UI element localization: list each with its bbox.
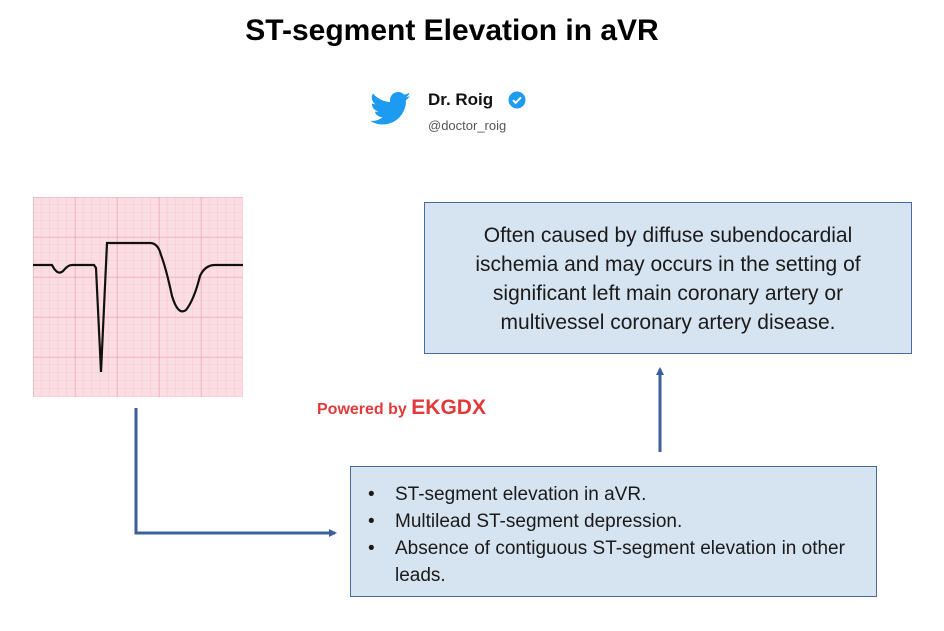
- criterion: Multilead ST-segment depression.: [368, 508, 860, 535]
- author-name: Dr. Roig: [428, 90, 494, 109]
- twitter-icon: [370, 92, 411, 125]
- criterion: ST-segment elevation in aVR.: [368, 481, 860, 508]
- description: Often caused by diffuse subendocardial i…: [475, 224, 861, 334]
- criteria-box: ST-segment elevation in aVR.Multilead ST…: [350, 466, 877, 597]
- description-box: Often caused by diffuse subendocardial i…: [424, 202, 912, 354]
- title: ST-segment Elevation in aVR: [245, 14, 659, 47]
- author-handle: @doctor_roig: [428, 118, 507, 133]
- powered-prefix: Powered by: [317, 401, 407, 418]
- powered-by: Powered by EKGDX: [317, 396, 486, 420]
- ecg-grid-lines: [33, 197, 243, 397]
- criteria-list: ST-segment elevation in aVR.Multilead ST…: [368, 481, 860, 589]
- brand: EKGDX: [411, 396, 486, 419]
- criterion: Absence of contiguous ST-segment elevati…: [368, 535, 860, 589]
- arrow: [134, 408, 337, 537]
- verified-badge: [508, 91, 526, 109]
- ecg-trace: [33, 241, 243, 373]
